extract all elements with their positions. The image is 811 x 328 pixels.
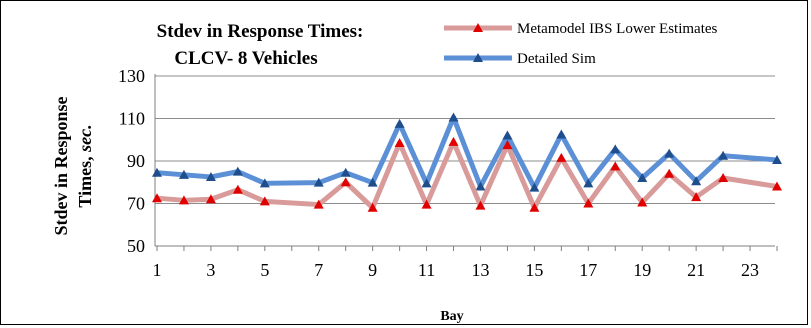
series-1-point-7 [313,199,324,209]
x-tick-label-5: 5 [260,260,269,280]
x-tick-label-13: 13 [471,260,489,280]
x-tick-label-9: 9 [368,260,377,280]
series-0-point-15 [529,182,540,192]
series-line-0 [156,114,778,191]
series-0-point-12 [448,112,459,122]
legend-label-0: Detailed Sim [517,51,596,67]
series-layer [152,112,782,212]
series-0-point-8 [340,167,351,177]
series-1-point-9 [367,202,378,212]
series-0-point-11 [421,178,432,188]
series-0-point-19 [637,173,648,182]
chart-title-line-2: CLCV- 8 Vehicles [174,48,317,69]
series-0-point-18 [610,144,621,154]
series-1-point-14 [502,140,513,150]
y-axis-label-plain: Times, [75,152,95,208]
series-1-point-13 [475,200,486,210]
y-tick-label-50: 50 [127,236,145,256]
series-0-point-13 [475,181,486,191]
series-1-point-1 [152,193,162,203]
series-0-point-3 [205,171,216,181]
legend-marker-1 [473,23,483,32]
x-axis-label: Bay [440,309,463,324]
y-axis-label-group: Stdev in Response Times, sec. [51,96,95,235]
series-1-point-20 [664,168,675,178]
y-tick-label-130: 130 [118,66,145,86]
series-1-point-2 [178,195,189,205]
series-1-point-22 [718,173,729,182]
series-0-point-10 [394,118,405,128]
x-tick-label-21: 21 [687,260,705,280]
y-axis-label-unit: sec. [75,124,95,152]
x-tick-label-15: 15 [525,260,543,280]
x-tick-label-1: 1 [153,260,162,280]
series-line-1 [156,139,778,211]
series-0-point-16 [556,129,567,139]
series-1-point-15 [529,202,540,212]
series-1-point-24 [772,181,782,191]
y-axis-label-line-2: Times, sec. [75,124,95,207]
x-tick-label-19: 19 [633,260,651,280]
grid-layer [155,75,775,204]
series-1-point-12 [448,136,459,146]
x-tick-label-11: 11 [418,260,435,280]
series-1-point-8 [340,177,351,187]
series-0-point-2 [178,169,189,179]
series-0-point-21 [691,176,702,186]
chart-title-line-1: Stdev in Response Times: [157,21,364,42]
series-1-point-4 [232,184,243,194]
y-tick-label-70: 70 [127,194,145,214]
series-1-point-21 [691,192,702,202]
legend-marker-0 [473,53,483,62]
x-tick-label-3: 3 [206,260,215,280]
series-0-point-17 [583,178,594,188]
series-0-point-9 [367,177,378,187]
y-tick-label-110: 110 [119,109,145,129]
x-tick-label-7: 7 [314,260,323,280]
label-layer: Stdev in Response Times: CLCV- 8 Vehicle… [51,21,464,324]
series-0-point-22 [718,150,729,160]
x-tick-label-17: 17 [579,260,597,280]
series-0-point-5 [259,178,270,188]
legend-label-1: Metamodel IBS Lower Estimates [517,21,718,37]
series-1-point-11 [421,199,432,209]
y-axis-label-line-1: Stdev in Response [51,96,71,235]
series-1-point-17 [583,198,594,208]
series-0-point-7 [313,177,324,187]
series-0-point-1 [152,167,162,177]
series-1-point-5 [259,196,270,206]
series-1-point-10 [394,137,405,147]
series-1-point-19 [637,197,648,207]
series-0-point-20 [664,148,675,158]
series-0-point-14 [502,130,513,140]
legend: Metamodel IBS Lower Estimates Detailed Si… [444,21,718,67]
series-1-point-16 [556,152,567,162]
series-1-point-18 [610,161,621,171]
y-tick-label-90: 90 [127,151,145,171]
series-1-point-3 [205,194,216,204]
x-tick-label-23: 23 [741,260,759,280]
series-0-point-24 [772,154,782,164]
series-0-point-4 [232,166,243,176]
